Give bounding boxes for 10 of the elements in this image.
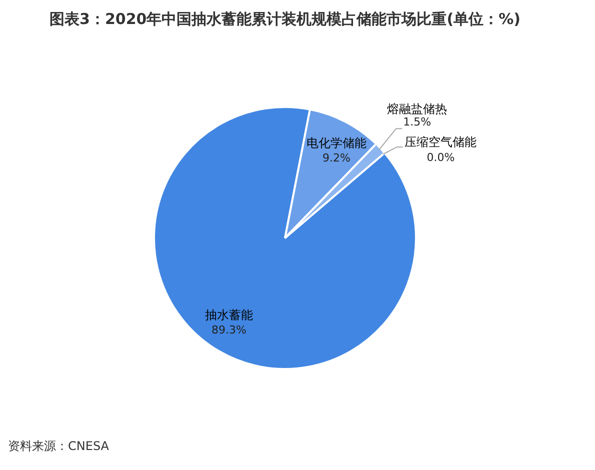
chart-title: 图表3：2020年中国抽水蓄能累计装机规模占储能市场比重(单位：%) (48, 10, 522, 29)
data-label: 9.2% (322, 152, 350, 165)
category-label: 压缩空气储能 (404, 135, 477, 150)
text: 0.0% (426, 150, 455, 164)
text: 资料来源：CNESA (8, 438, 109, 455)
slice-label: 电化学储能 (306, 136, 366, 150)
data-label: 1.5% (403, 116, 432, 128)
slice-label: 熔融盐储热 (387, 102, 448, 116)
data-label: 89.3% (211, 324, 246, 337)
slice-label: 抽水蓄能 (204, 308, 253, 322)
